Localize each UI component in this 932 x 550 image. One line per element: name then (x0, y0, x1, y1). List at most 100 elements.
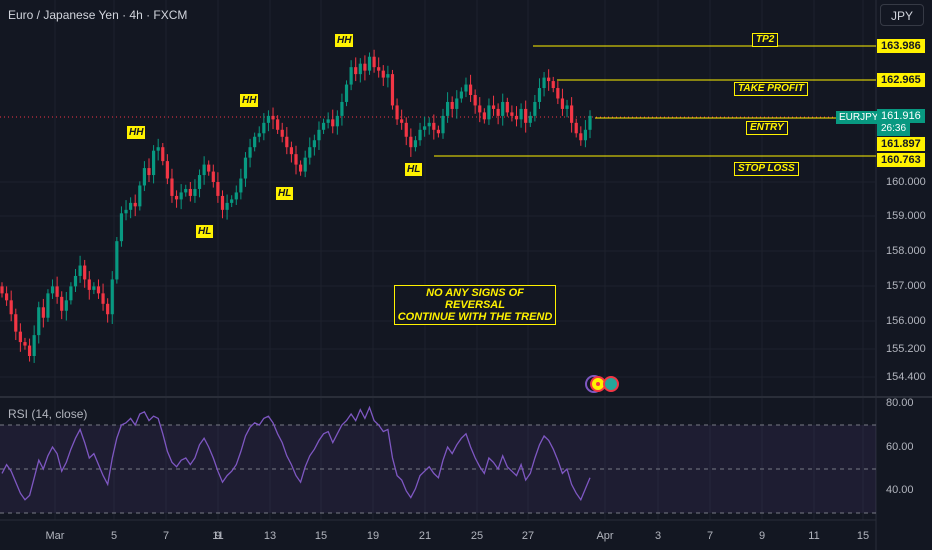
candle-body (193, 188, 197, 196)
candle-body (579, 133, 583, 141)
price-tick: 155.200 (886, 343, 926, 355)
candle-body (308, 147, 312, 158)
candle-body (321, 122, 326, 130)
candle-body (565, 105, 569, 109)
candle-body (487, 105, 491, 120)
annotation-hh: HH (126, 125, 147, 140)
candle-body (271, 115, 275, 120)
candle-body (372, 56, 376, 68)
candle-body (151, 150, 156, 176)
candle-body (395, 105, 399, 120)
candle-body (87, 279, 91, 290)
candle-body (427, 122, 431, 127)
candle-body (60, 296, 64, 311)
candle-body (0, 286, 4, 294)
candle-body (519, 108, 523, 120)
candle-body (133, 202, 137, 207)
candle-body (409, 136, 413, 148)
time-tick: 21 (418, 530, 432, 542)
candle-body (496, 108, 500, 116)
annotation-hh: HH (239, 93, 260, 108)
candle-body (257, 133, 261, 137)
tp2-price-label: 163.986 (877, 39, 925, 53)
candle-body (138, 185, 142, 207)
symbol-title[interactable]: Euro / Japanese Yen · 4h · FXCM (8, 8, 188, 22)
candle-body (9, 300, 13, 315)
candle-body (239, 178, 243, 193)
candle-body (390, 74, 395, 106)
entry-price-label: 161.897 (877, 137, 925, 151)
candle-body (161, 147, 165, 162)
candle-body (211, 171, 215, 182)
candle-body (317, 129, 321, 141)
time-tick: 11 (212, 530, 224, 542)
currency-button[interactable]: JPY (880, 4, 924, 26)
candle-body (197, 175, 202, 189)
candle-body (207, 164, 211, 172)
time-tick: 27 (521, 530, 535, 542)
candle-body (436, 129, 441, 134)
candle-body (96, 286, 101, 294)
candle-body (14, 314, 18, 332)
candle-body (230, 199, 234, 203)
candle-body (335, 115, 339, 127)
stop-loss-label: STOP LOSS (734, 162, 799, 176)
candle-body (165, 161, 169, 179)
candle-body (445, 101, 450, 116)
candle-body (441, 115, 445, 134)
time-tick: 19 (366, 530, 380, 542)
annotation-hl: HL (404, 162, 424, 177)
time-tick: 7 (162, 530, 170, 542)
candle-body (340, 101, 344, 116)
trend-note-line2: CONTINUE WITH THE TREND (397, 311, 553, 323)
candle-body (41, 307, 45, 318)
candle-body (289, 147, 294, 155)
candle-body (220, 195, 225, 210)
candle-body (363, 63, 367, 71)
candle-body (285, 136, 289, 148)
candle-body (18, 331, 22, 343)
time-tick: 5 (110, 530, 118, 542)
candle-body (55, 286, 59, 297)
candle-body (400, 119, 404, 123)
symbol-tag: EURJPY (836, 111, 882, 124)
candle-body (510, 112, 514, 116)
candle-body (69, 286, 73, 301)
take-profit-label: TAKE PROFIT (734, 82, 808, 96)
candle-body (106, 303, 110, 315)
candle-body (170, 178, 174, 196)
time-tick: 15 (856, 530, 870, 542)
candle-body (473, 95, 477, 106)
candle-body (386, 74, 390, 78)
candle-body (298, 164, 303, 172)
rsi-level-label: 40.00 (886, 484, 914, 496)
candle-body (174, 195, 179, 200)
time-tick: 7 (706, 530, 714, 542)
candle-body (276, 119, 280, 130)
candle-body (147, 168, 151, 176)
candle-body (234, 192, 238, 200)
candle-body (377, 67, 381, 71)
candle-body (450, 101, 454, 109)
candle-body (588, 115, 592, 130)
last-price-label: 161.916 (877, 109, 925, 123)
candle-body (464, 84, 468, 92)
candle-body (524, 108, 528, 123)
candle-body (505, 101, 509, 113)
rsi-level-label: 80.00 (886, 397, 914, 409)
candle-body (184, 188, 188, 193)
candle-body (537, 88, 542, 102)
rsi-line (1, 405, 591, 502)
event-flag-icon (603, 376, 619, 392)
candle-body (46, 293, 50, 318)
candle-body (455, 98, 459, 109)
tp2-label: TP2 (752, 33, 779, 47)
candle-body (179, 192, 183, 200)
price-tick: 154.400 (886, 371, 926, 383)
time-tick: 3 (654, 530, 662, 542)
candle-body (560, 98, 565, 109)
price-tick: 156.000 (886, 315, 926, 327)
candle-body (202, 164, 206, 176)
